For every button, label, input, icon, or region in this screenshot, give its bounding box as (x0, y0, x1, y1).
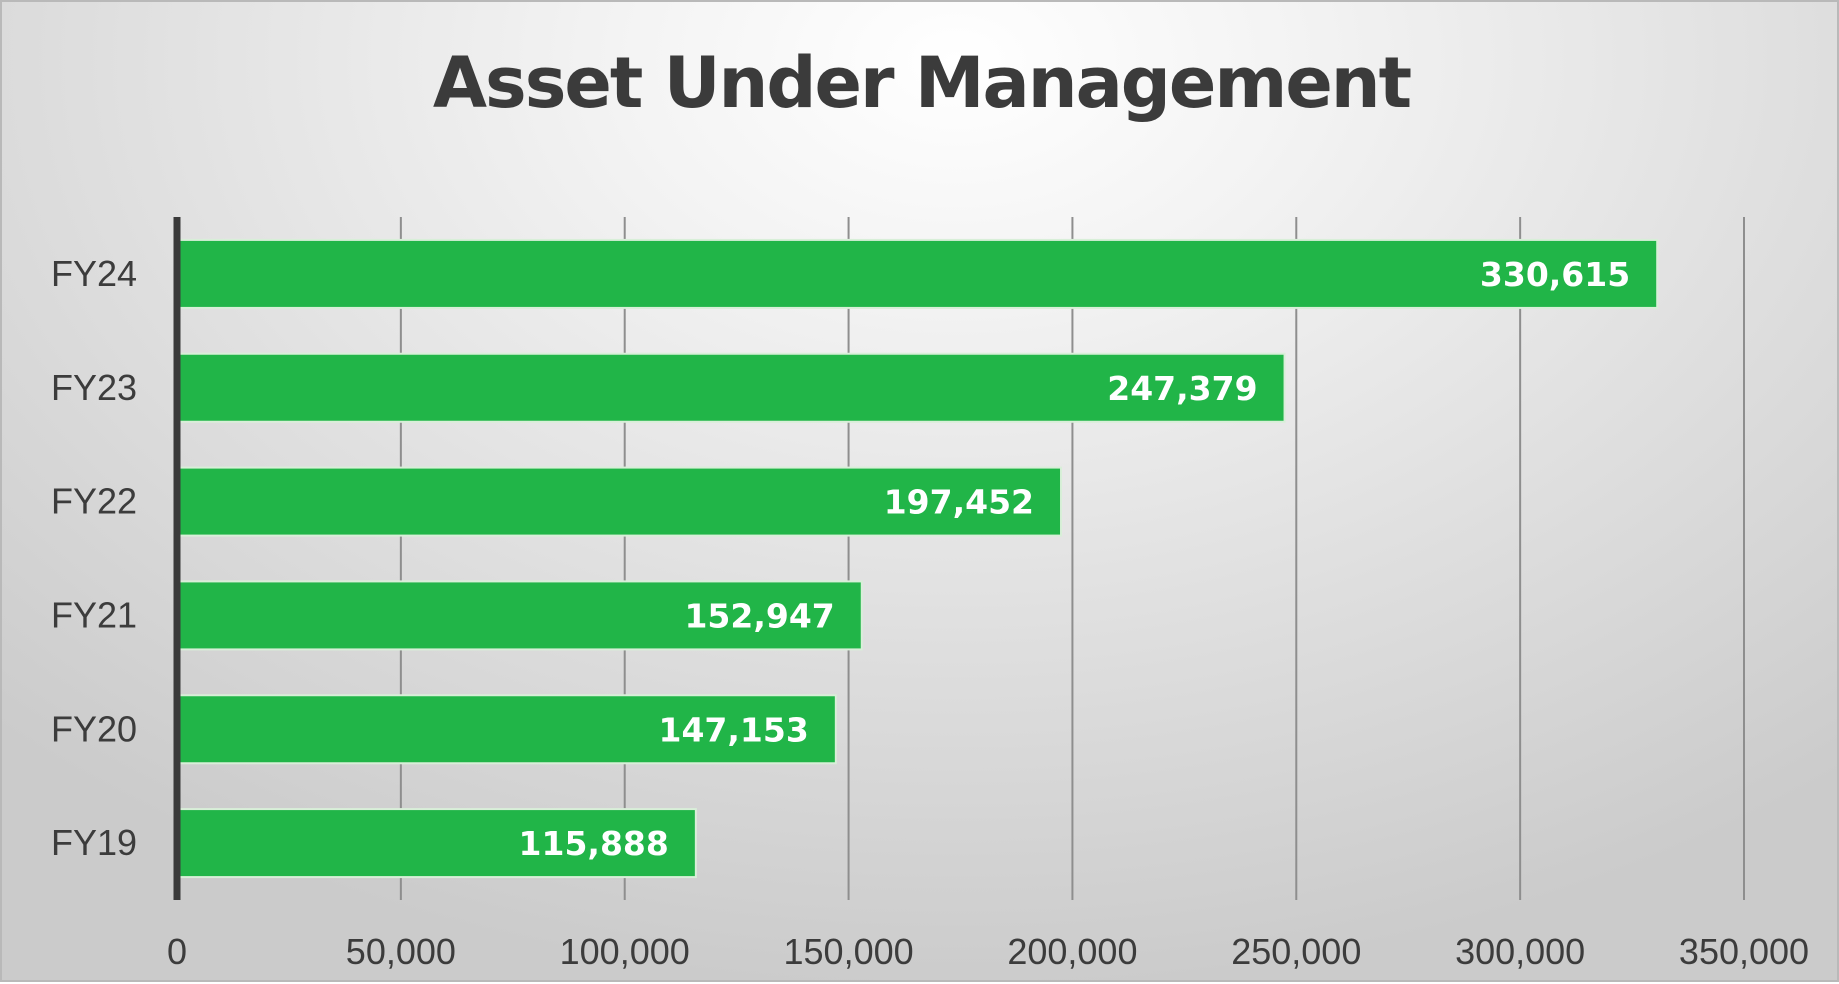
bar (176, 352, 1286, 423)
category-label: FY19 (51, 822, 137, 863)
data-label: 247,379 (1107, 369, 1257, 408)
x-tick-label: 200,000 (1007, 931, 1137, 972)
category-label: FY24 (51, 253, 137, 294)
x-tick-label: 50,000 (346, 931, 456, 972)
x-tick-label: 0 (167, 931, 187, 972)
category-label: FY22 (51, 481, 137, 522)
data-label: 197,452 (884, 483, 1034, 522)
category-label: FY20 (51, 708, 137, 749)
x-tick-label: 350,000 (1679, 931, 1809, 972)
x-tick-label: 250,000 (1231, 931, 1361, 972)
data-label: 115,888 (519, 824, 669, 863)
data-label: 330,615 (1480, 255, 1630, 294)
chart-title: Asset Under Management (432, 42, 1412, 124)
x-tick-label: 100,000 (560, 931, 690, 972)
bar (176, 238, 1659, 309)
data-label: 152,947 (684, 596, 834, 635)
x-tick-label: 150,000 (784, 931, 914, 972)
category-label: FY23 (51, 367, 137, 408)
category-label: FY21 (51, 594, 137, 635)
x-tick-label: 300,000 (1455, 931, 1585, 972)
data-label: 147,153 (659, 710, 809, 749)
